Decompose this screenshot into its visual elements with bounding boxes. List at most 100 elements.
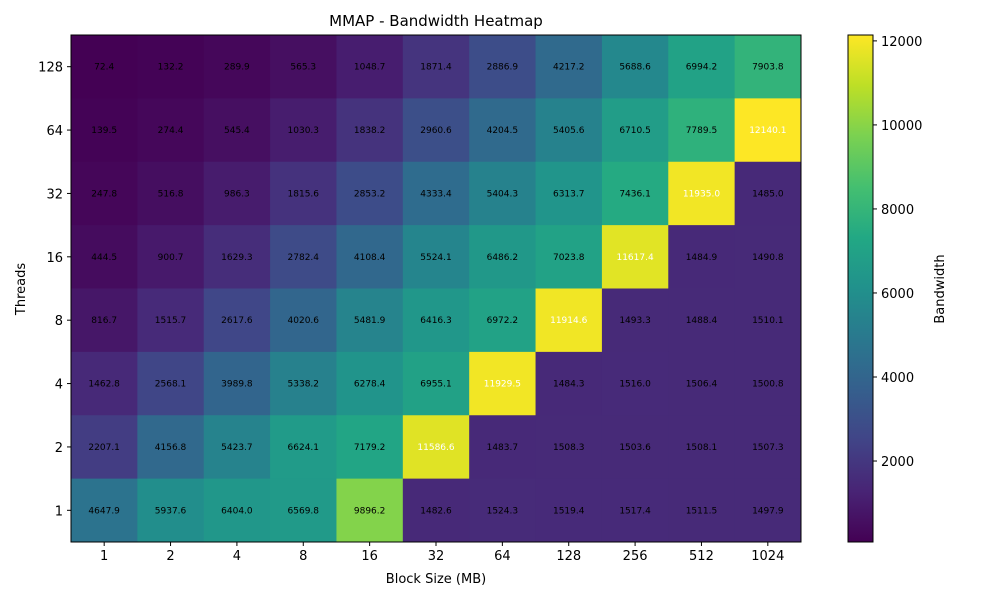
colorbar-tick-label: 10000 [881,119,922,134]
heatmap-cell [137,478,205,543]
y-tick-label: 32 [46,187,63,202]
cell-value-label: 1488.4 [686,316,718,326]
heatmap-cell [734,288,802,353]
x-tick-label: 16 [361,549,378,564]
heatmap-cell-labels: 72.4 132.2 289.9 565.3 1048.7 1871.4 2886.9 421… [88,63,786,517]
cell-value-label: 2886.9 [487,63,519,73]
heatmap-cell [469,288,537,353]
cell-value-label: 132.2 [158,63,184,73]
heatmap-cell [71,35,138,99]
heatmap-cell [203,478,271,543]
cell-value-label: 1484.3 [553,380,585,390]
heatmap-cell [601,161,669,226]
heatmap-cell [734,351,802,416]
heatmap-cell [601,225,669,289]
heatmap-cell [535,161,603,226]
heatmap-cell [601,415,669,480]
cell-value-label: 1497.9 [752,506,784,516]
cell-value-label: 1484.9 [686,253,718,263]
cell-value-label: 4647.9 [88,506,120,516]
heatmap-cell [270,161,337,226]
cell-value-label: 4217.2 [553,63,585,73]
cell-value-label: 2960.6 [420,126,452,136]
cell-value-label: 11586.6 [417,443,454,453]
heatmap-cell [336,478,404,543]
x-tick-label: 2 [166,549,174,564]
heatmap-cell [336,288,404,353]
heatmap-cell [668,288,736,353]
heatmap-cell [402,288,470,353]
heatmap-cell [469,161,537,226]
heatmap-cell [336,351,404,416]
cell-value-label: 986.3 [224,189,250,199]
heatmap-cell [601,351,669,416]
cell-value-label: 7179.2 [354,443,386,453]
heatmap-cell [203,161,271,226]
y-tick-label: 16 [46,251,63,266]
heatmap-cell [71,415,138,480]
heatmap-cell [336,35,404,99]
cell-value-label: 1485.0 [752,189,784,199]
colorbar-label: Bandwidth [933,254,948,323]
cell-value-label: 72.4 [94,63,114,73]
colorbar-ticks: 2000 4000 6000 8000 10000 12000 [873,35,922,470]
cell-value-label: 7903.8 [752,63,784,73]
heatmap-cell [203,351,271,416]
heatmap-cell [668,98,736,163]
heatmap-cell [668,35,736,99]
heatmap-cell [270,351,337,416]
x-tick-label: 32 [428,549,445,564]
cell-value-label: 4108.4 [354,253,386,263]
cell-value-label: 2207.1 [88,443,120,453]
cell-value-label: 5338.2 [288,380,320,390]
cell-value-label: 4020.6 [288,316,320,326]
cell-value-label: 4204.5 [487,126,519,136]
cell-value-label: 5937.6 [155,506,187,516]
y-tick-label: 128 [38,61,63,76]
heatmap-cell [469,225,537,289]
heatmap-cell [668,415,736,480]
heatmap-cell [203,35,271,99]
cell-value-label: 1483.7 [487,443,519,453]
cell-value-label: 1507.3 [752,443,784,453]
cell-value-label: 11914.6 [550,316,587,326]
heatmap-cells [71,35,802,543]
heatmap-cell [270,478,337,543]
heatmap-cell [402,161,470,226]
cell-value-label: 6955.1 [420,380,452,390]
cell-value-label: 1048.7 [354,63,386,73]
heatmap-cell [137,225,205,289]
x-tick-label: 8 [299,549,307,564]
x-tick-label: 256 [623,549,648,564]
cell-value-label: 11935.0 [683,189,720,199]
cell-value-label: 1493.3 [619,316,651,326]
heatmap-cell [270,98,337,163]
heatmap-cell [668,478,736,543]
heatmap-cell [336,161,404,226]
cell-value-label: 1515.7 [155,316,187,326]
y-tick-label: 8 [55,314,63,329]
cell-value-label: 6278.4 [354,380,386,390]
heatmap-cell [535,288,603,353]
heatmap-cell [270,225,337,289]
heatmap-cell [137,351,205,416]
heatmap-cell [137,161,205,226]
cell-value-label: 4156.8 [155,443,187,453]
cell-value-label: 274.4 [158,126,184,136]
cell-value-label: 5404.3 [487,189,519,199]
cell-value-label: 6486.2 [487,253,519,263]
heatmap-cell [137,98,205,163]
heatmap-cell [71,478,138,543]
cell-value-label: 5405.6 [553,126,585,136]
cell-value-label: 565.3 [290,63,316,73]
heatmap-cell [601,35,669,99]
heatmap-cell [469,478,537,543]
cell-value-label: 247.8 [91,189,117,199]
heatmap-cell [734,478,802,543]
heatmap-cell [734,415,802,480]
heatmap-cell [601,288,669,353]
cell-value-label: 1030.3 [288,126,320,136]
x-tick-label: 4 [233,549,241,564]
cell-value-label: 1871.4 [420,63,452,73]
